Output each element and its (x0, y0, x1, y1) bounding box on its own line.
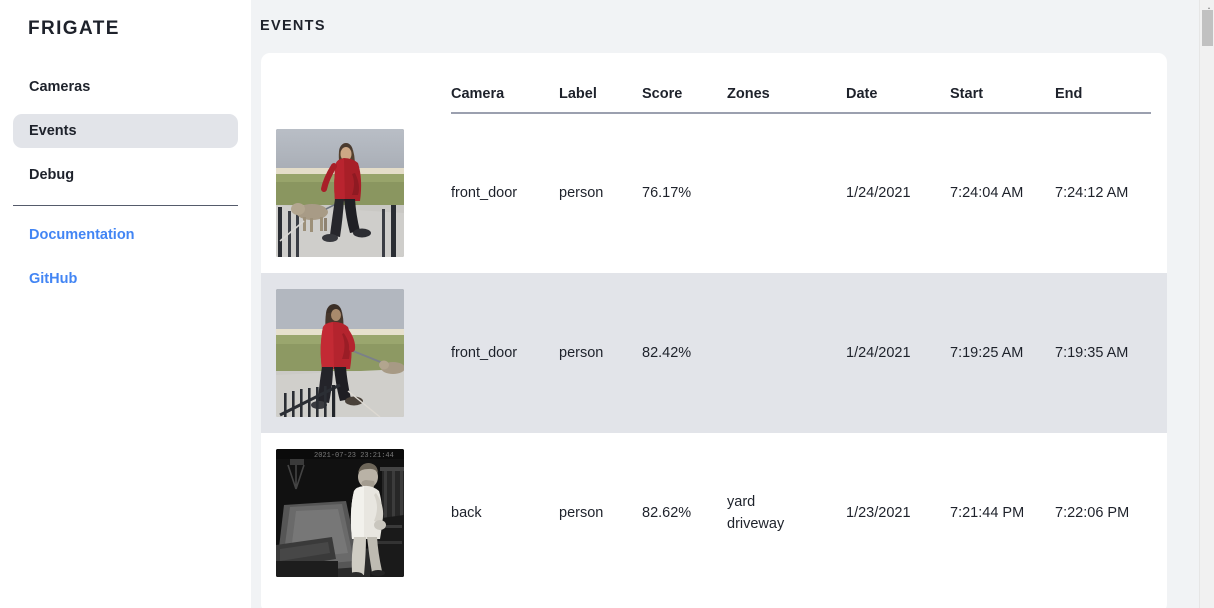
sidebar-external-links: Documentation GitHub (0, 220, 251, 294)
event-zone-0[interactable]: yard (727, 493, 756, 510)
event-date: 1/24/2021 (846, 344, 911, 361)
event-thumbnail-image[interactable]: 2021-07-23 23:21:44 (276, 449, 404, 577)
col-header-score[interactable]: Score (642, 53, 727, 114)
event-thumbnail-cell (276, 113, 451, 273)
sidebar-nav: Cameras Events Debug (0, 70, 251, 192)
event-thumbnail-cell: 2021-07-23 23:21:44 (276, 433, 451, 593)
col-header-zones[interactable]: Zones (727, 53, 846, 114)
event-zones[interactable] (727, 113, 846, 273)
event-zones[interactable]: yard driveway (727, 433, 846, 593)
event-score: 76.17% (642, 185, 692, 202)
event-date: 1/24/2021 (846, 185, 911, 202)
col-header-camera[interactable]: Camera (451, 53, 559, 114)
main-content: EVENTS Camera Label Score Zones (251, 0, 1214, 608)
events-table-header: Camera Label Score Zones Date Start End (261, 53, 1167, 114)
event-start: 7:21:44 PM (950, 504, 1025, 521)
event-label[interactable]: person (559, 185, 604, 202)
col-header-end[interactable]: End (1055, 53, 1151, 114)
event-camera[interactable]: front_door (451, 344, 518, 361)
sidebar-divider (13, 204, 238, 206)
events-table-header-row: Camera Label Score Zones Date Start End (261, 53, 1167, 114)
row-spacer-right (1151, 273, 1167, 433)
sidebar-item-cameras[interactable]: Cameras (29, 78, 91, 95)
table-row[interactable]: front_door person 82.42% 1/24/2021 7:19:… (261, 273, 1167, 433)
col-header-label[interactable]: Label (559, 53, 642, 114)
event-label[interactable]: person (559, 344, 604, 361)
row-spacer-left (261, 113, 276, 273)
sidebar-item-debug[interactable]: Debug (29, 166, 75, 183)
scroll-up-arrow-icon[interactable] (1205, 1, 1213, 9)
table-row[interactable]: front_door person 76.17% 1/24/2021 7:24:… (261, 113, 1167, 273)
page-scrollbar-track[interactable] (1199, 0, 1214, 608)
sidebar-link-documentation[interactable]: Documentation (29, 226, 135, 243)
events-table-body: front_door person 76.17% 1/24/2021 7:24:… (261, 113, 1167, 593)
event-zone-1[interactable]: driveway (727, 516, 785, 532)
event-end: 7:19:35 AM (1055, 344, 1129, 361)
col-header-thumbnail (276, 53, 451, 113)
svg-text:2021-07-23 23:21:44: 2021-07-23 23:21:44 (314, 452, 394, 460)
event-thumbnail-cell (276, 273, 451, 433)
row-spacer-right (1151, 113, 1167, 273)
page-scrollbar-thumb[interactable] (1202, 10, 1213, 46)
event-camera[interactable]: back (451, 504, 482, 521)
event-label[interactable]: person (559, 504, 604, 521)
row-spacer-left (261, 273, 276, 433)
events-card: Camera Label Score Zones Date Start End (261, 53, 1167, 608)
event-end: 7:24:12 AM (1055, 185, 1129, 202)
col-spacer-right (1151, 53, 1167, 113)
page-title: EVENTS (260, 18, 326, 34)
col-header-start[interactable]: Start (950, 53, 1055, 114)
event-thumbnail-image[interactable] (276, 129, 404, 257)
app-brand-title: FRIGATE (28, 18, 120, 39)
table-row[interactable]: 2021-07-23 23:21:44 (261, 433, 1167, 593)
event-start: 7:19:25 AM (950, 344, 1024, 361)
event-zones[interactable] (727, 273, 846, 433)
col-header-date[interactable]: Date (846, 53, 950, 114)
row-spacer-left (261, 433, 276, 593)
event-end: 7:22:06 PM (1055, 504, 1130, 521)
row-spacer-right (1151, 433, 1167, 593)
event-thumbnail-image[interactable] (276, 289, 404, 417)
events-table: Camera Label Score Zones Date Start End (261, 53, 1167, 593)
sidebar-link-github[interactable]: GitHub (29, 270, 78, 287)
event-camera[interactable]: front_door (451, 185, 518, 202)
sidebar: FRIGATE Cameras Events Debug Documentati… (0, 0, 251, 608)
event-start: 7:24:04 AM (950, 185, 1024, 202)
event-date: 1/23/2021 (846, 504, 911, 521)
event-score: 82.62% (642, 504, 692, 521)
event-score: 82.42% (642, 344, 692, 361)
sidebar-item-events[interactable]: Events (13, 113, 238, 148)
col-spacer-left (261, 53, 276, 113)
